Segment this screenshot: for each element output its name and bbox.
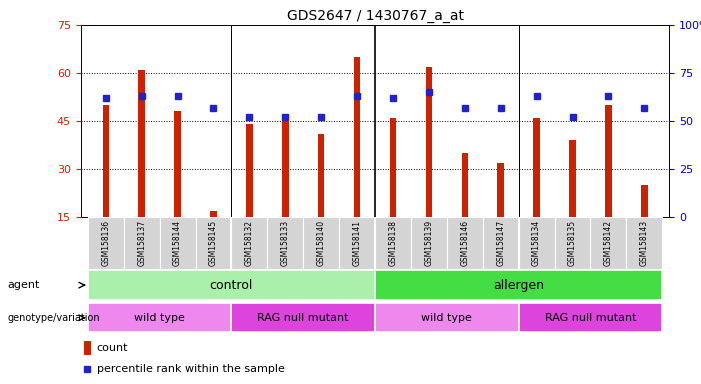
Text: GSM158143: GSM158143 (640, 220, 649, 266)
Bar (102, 105, 109, 217)
Text: GSM158135: GSM158135 (568, 220, 577, 266)
Bar (123, 217, 160, 269)
Text: genotype/variation: genotype/variation (7, 313, 100, 323)
Text: RAG null mutant: RAG null mutant (545, 313, 637, 323)
Text: percentile rank within the sample: percentile rank within the sample (97, 364, 285, 374)
Bar (447, 217, 483, 269)
Bar (375, 217, 411, 269)
Bar (339, 217, 375, 269)
Text: GSM158139: GSM158139 (424, 220, 433, 266)
Bar (519, 217, 554, 269)
Bar (304, 217, 339, 269)
Bar (88, 270, 375, 300)
Bar (390, 118, 396, 217)
Text: control: control (210, 279, 253, 291)
Bar (160, 217, 196, 269)
Bar (138, 70, 145, 217)
Text: GSM158132: GSM158132 (245, 220, 254, 266)
Bar (627, 217, 662, 269)
Text: wild type: wild type (134, 313, 185, 323)
Bar (210, 210, 217, 217)
Bar (196, 217, 231, 269)
Text: GSM158133: GSM158133 (281, 220, 290, 266)
Bar (88, 217, 123, 269)
Text: count: count (97, 343, 128, 353)
Bar (590, 217, 627, 269)
Text: GSM158145: GSM158145 (209, 220, 218, 266)
Text: GSM158146: GSM158146 (461, 220, 469, 266)
Text: GSM158141: GSM158141 (353, 220, 362, 266)
Bar (569, 140, 576, 217)
Bar (519, 303, 662, 333)
Text: GSM158144: GSM158144 (173, 220, 182, 266)
Text: GSM158138: GSM158138 (388, 220, 397, 266)
Bar (498, 162, 504, 217)
Text: wild type: wild type (421, 313, 472, 323)
Bar (375, 303, 519, 333)
Text: GSM158137: GSM158137 (137, 220, 146, 266)
Bar (88, 303, 231, 333)
Bar (354, 57, 360, 217)
Text: RAG null mutant: RAG null mutant (257, 313, 349, 323)
Bar (483, 217, 519, 269)
Bar (267, 217, 304, 269)
Bar (83, 341, 91, 355)
Text: GSM158140: GSM158140 (317, 220, 326, 266)
Bar (533, 118, 540, 217)
Text: GSM158134: GSM158134 (532, 220, 541, 266)
Bar (231, 217, 267, 269)
Bar (426, 66, 432, 217)
Bar (246, 124, 252, 217)
Bar (605, 105, 612, 217)
Bar (641, 185, 648, 217)
Bar (554, 217, 590, 269)
Bar (318, 134, 325, 217)
Bar (411, 217, 447, 269)
Text: GSM158136: GSM158136 (101, 220, 110, 266)
Bar (231, 303, 375, 333)
Text: agent: agent (7, 280, 39, 290)
Bar (175, 111, 181, 217)
Bar (375, 270, 662, 300)
Text: GSM158142: GSM158142 (604, 220, 613, 266)
Title: GDS2647 / 1430767_a_at: GDS2647 / 1430767_a_at (287, 8, 463, 23)
Text: allergen: allergen (494, 279, 544, 291)
Bar (282, 121, 289, 217)
Text: GSM158147: GSM158147 (496, 220, 505, 266)
Bar (461, 153, 468, 217)
